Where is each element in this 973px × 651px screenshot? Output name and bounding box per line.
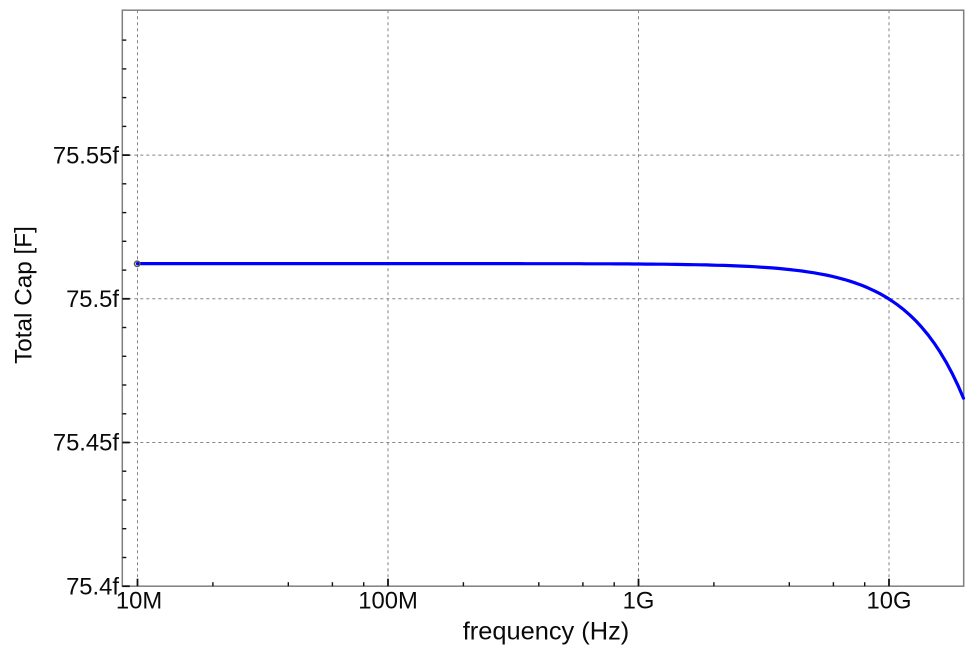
svg-text:10M: 10M [116,588,162,615]
svg-text:1G: 1G [623,588,655,615]
svg-text:75.45f: 75.45f [53,430,120,457]
svg-text:75.55f: 75.55f [53,142,120,169]
svg-text:Total Cap [F]: Total Cap [F] [11,226,38,364]
svg-text:75.5f: 75.5f [66,286,119,313]
svg-text:10G: 10G [867,588,912,615]
svg-text:75.4f: 75.4f [66,573,119,600]
svg-text:frequency (Hz): frequency (Hz) [463,618,630,646]
svg-text:100M: 100M [358,588,418,615]
